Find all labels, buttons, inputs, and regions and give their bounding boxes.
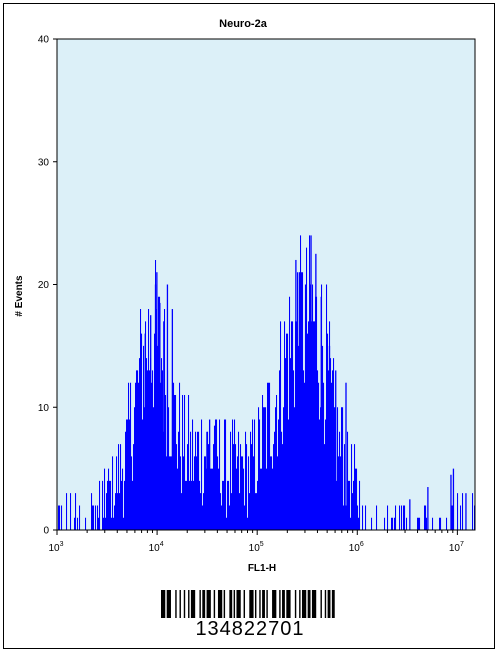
barcode-bar — [301, 590, 307, 618]
barcode-bar — [183, 590, 186, 618]
barcode-bar — [166, 590, 171, 618]
y-tick-label: 30 — [38, 157, 50, 168]
barcode-bar — [188, 590, 190, 618]
histogram-spike — [150, 315, 152, 530]
barcode-bar — [294, 590, 297, 618]
barcode — [161, 590, 335, 618]
barcode-bar — [223, 590, 226, 618]
histogram-spike — [154, 284, 157, 530]
barcode-bar — [254, 590, 257, 618]
barcode-number: 134822701 — [195, 618, 305, 640]
histogram-spike — [159, 302, 161, 530]
x-tick-label: 105 — [249, 541, 264, 554]
histogram-spike — [345, 382, 347, 530]
histogram-bars — [58, 235, 476, 531]
barcode-bar — [320, 590, 322, 618]
histogram-spike — [295, 259, 297, 530]
barcode-bar — [331, 590, 335, 618]
barcode-bar — [324, 590, 327, 618]
barcode-bar — [229, 590, 233, 618]
barcode-bar — [272, 590, 277, 618]
y-tick-label: 0 — [43, 526, 49, 537]
histogram-spike — [427, 487, 429, 530]
histogram-spike — [315, 253, 317, 530]
barcode-bar — [262, 590, 265, 618]
barcode-bar — [199, 590, 201, 618]
y-axis-label: # Events — [14, 275, 25, 317]
figure-frame — [3, 3, 495, 649]
x-tick-label: 106 — [349, 541, 364, 554]
y-tick-label: 40 — [38, 35, 50, 46]
barcode-bar — [311, 590, 317, 618]
barcode-bar — [327, 590, 331, 618]
histogram-spike — [341, 407, 344, 530]
barcode-bar — [206, 590, 211, 618]
barcode-bar — [233, 590, 236, 618]
histogram-spike — [144, 333, 146, 530]
histogram-spike — [465, 493, 467, 530]
barcode-bar — [190, 590, 196, 618]
histogram-spike — [450, 474, 452, 530]
histogram-spike — [452, 468, 455, 531]
x-axis: 103 104 105 106 107 — [48, 530, 464, 554]
barcode-bar — [307, 590, 311, 618]
barcode-bar — [286, 590, 291, 618]
chart-title: Neuro-2a — [219, 18, 268, 30]
histogram-spike — [156, 272, 158, 530]
histogram-spike — [310, 235, 312, 530]
barcode-bar — [202, 590, 206, 618]
histogram-spike — [335, 370, 337, 530]
histogram-spike — [409, 499, 411, 530]
barcode-bar — [217, 590, 223, 618]
barcode-bar — [236, 590, 241, 618]
histogram-spike — [206, 431, 208, 530]
histogram-spike — [208, 419, 211, 530]
y-tick-label: 10 — [38, 403, 50, 414]
x-axis-label: FL1-H — [248, 563, 276, 574]
histogram-spike — [163, 321, 165, 530]
histogram-spike — [320, 296, 322, 530]
histogram-fill — [58, 235, 476, 530]
barcode-bar — [282, 590, 285, 618]
barcode-bar — [259, 590, 261, 618]
histogram-spike — [298, 272, 301, 530]
barcode-bar — [243, 590, 246, 618]
histogram-spike — [328, 345, 331, 531]
histogram-spike — [166, 284, 169, 530]
x-tick-label: 103 — [48, 541, 63, 554]
barcode-bar — [279, 590, 281, 618]
barcode-bar — [161, 590, 166, 618]
barcode-bar — [299, 590, 301, 618]
histogram-spike — [213, 425, 216, 530]
barcode-bar — [179, 590, 181, 618]
x-tick-label: 104 — [149, 541, 164, 554]
barcode-bar — [213, 590, 216, 618]
histogram-spike — [304, 284, 307, 530]
y-tick-label: 20 — [38, 280, 50, 291]
y-axis: 0 10 20 30 40 — [38, 35, 57, 537]
histogram-spike — [171, 309, 174, 530]
histogram-chart: Neuro-2a 0 10 20 30 40 103 104 105 106 107 # Eve… — [14, 18, 476, 574]
barcode-bar — [266, 590, 268, 618]
barcode-bar — [249, 590, 254, 618]
x-tick-label: 107 — [449, 541, 464, 554]
barcode-bar — [175, 590, 177, 618]
